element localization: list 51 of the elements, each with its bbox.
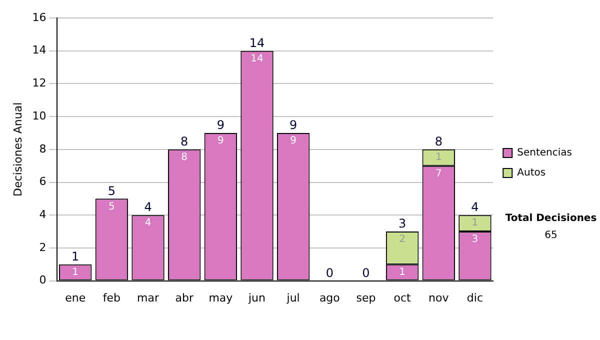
total-label: 8 <box>434 134 442 149</box>
legend-label: Sentencias <box>517 148 572 159</box>
total-label: 0 <box>326 266 334 280</box>
data-label: 1 <box>72 266 79 278</box>
x-tick-label: may <box>208 291 234 304</box>
data-label: 2 <box>399 234 406 246</box>
total-label: 5 <box>108 184 116 198</box>
y-tick-label: 2 <box>39 240 46 254</box>
data-label: 8 <box>181 152 188 163</box>
data-label: 14 <box>250 53 264 64</box>
total-label: 3 <box>398 216 406 231</box>
data-label: 9 <box>217 136 224 147</box>
x-tick-label: mar <box>137 291 160 304</box>
x-tick-label: feb <box>102 291 121 304</box>
x-tick-label: jul <box>286 291 300 304</box>
total-label: 4 <box>471 200 479 214</box>
y-tick-label: 10 <box>32 109 46 122</box>
total-label: 14 <box>249 36 265 50</box>
total-label: 9 <box>290 118 298 132</box>
total-label: 4 <box>144 200 152 214</box>
data-label: 7 <box>435 168 442 180</box>
x-tick-label: ago <box>319 291 340 304</box>
data-label: 9 <box>290 136 297 147</box>
y-tick-label: 4 <box>39 208 46 221</box>
y-tick-label: 0 <box>39 274 46 287</box>
x-tick-label: ene <box>65 291 86 304</box>
y-tick-label: 6 <box>39 175 46 188</box>
x-tick-label: abr <box>175 291 194 304</box>
y-tick-label: 12 <box>32 76 46 90</box>
data-label: 4 <box>144 218 152 229</box>
data-label: 1 <box>472 218 478 229</box>
data-label: 1 <box>399 266 406 278</box>
data-label: 5 <box>108 201 115 212</box>
y-tick-label: 16 <box>32 10 46 24</box>
legend-label: Autos <box>517 168 546 179</box>
total-label: 8 <box>180 134 188 149</box>
data-label: 3 <box>472 234 478 246</box>
y-tick-label: 14 <box>32 44 46 57</box>
x-tick-label: nov <box>428 291 450 304</box>
x-tick-label: dic <box>466 291 484 304</box>
y-tick-label: 8 <box>39 142 46 156</box>
x-tick-label: jun <box>248 291 266 304</box>
total-label: 1 <box>72 250 80 264</box>
text: 65 <box>544 230 558 241</box>
total-label: 9 <box>216 118 224 132</box>
total-label: 0 <box>362 266 370 280</box>
x-tick-label: oct <box>394 291 412 304</box>
x-tick-label: sep <box>356 291 376 304</box>
y-axis-title: Decisiones Anual <box>11 102 24 196</box>
text: Total Decisiones <box>504 213 598 224</box>
data-label: 1 <box>435 152 442 163</box>
